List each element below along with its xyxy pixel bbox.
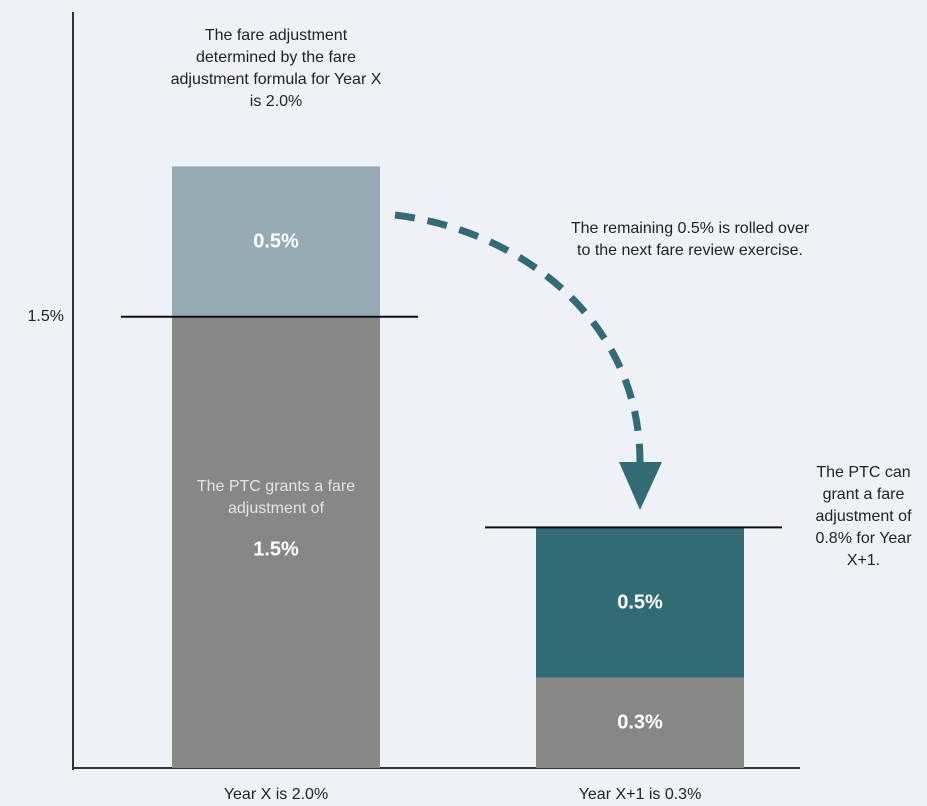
annotation: The fare adjustment determined by the fa…: [170, 27, 382, 110]
value-label: 0.5%: [617, 591, 663, 614]
bar-segment: [536, 677, 744, 768]
annotation: The PTC can grant a fare adjustment of 0…: [815, 464, 912, 569]
value-label: 1.5%: [253, 538, 299, 561]
x-tick-label: Year X+1 is 0.3%: [578, 786, 702, 803]
rollover-arrow: [394, 211, 644, 463]
x-tick-label: Year X is 2.0%: [223, 786, 329, 803]
bar-segment: [172, 316, 380, 768]
value-label: 0.5%: [253, 230, 299, 253]
annotation: The remaining 0.5% is rolled over to the…: [570, 220, 810, 259]
arrow-head: [619, 462, 662, 510]
y-tick-label: 1.5%: [27, 307, 64, 325]
bar-segment: [172, 166, 380, 317]
bar-segment: [536, 527, 744, 678]
annotation: The PTC grants a fare adjustment of: [196, 478, 356, 517]
value-label: 0.3%: [617, 711, 663, 734]
